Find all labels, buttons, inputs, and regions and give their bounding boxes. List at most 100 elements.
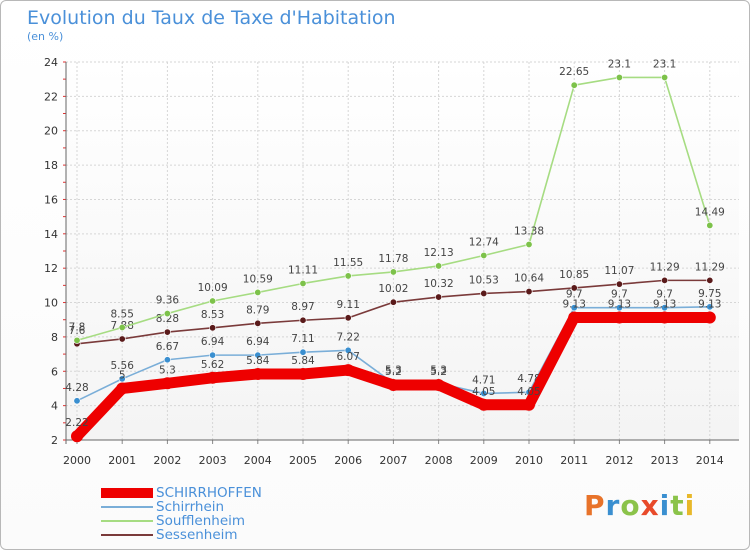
- data-point: [615, 73, 623, 81]
- data-point: [254, 351, 262, 359]
- x-tick-label: 2007: [379, 454, 407, 467]
- data-label: 8.53: [201, 309, 224, 321]
- data-label: 7.6: [69, 325, 86, 337]
- legend-label: Schirrhein: [156, 499, 225, 515]
- data-label: 6.94: [246, 336, 270, 348]
- data-label: 11.07: [604, 265, 634, 277]
- y-tick-label: 22: [44, 90, 58, 103]
- data-point: [661, 304, 669, 312]
- chart-legend: SCHIRRHOFFEN Schirrhein Soufflenheim Sessen…: [101, 486, 262, 542]
- legend-swatch: [101, 520, 153, 522]
- data-label: 8.97: [291, 301, 314, 313]
- y-tick-label: 20: [44, 125, 58, 138]
- logo-letter: t: [670, 489, 685, 522]
- data-point: [73, 397, 81, 405]
- data-label: 4.05: [517, 386, 540, 398]
- data-label: 10.02: [378, 283, 408, 295]
- data-label: 5.56: [111, 360, 135, 372]
- data-point: [209, 297, 217, 305]
- data-point: [209, 351, 217, 359]
- data-label: 11.78: [378, 253, 408, 265]
- data-point: [251, 368, 264, 381]
- data-point: [161, 377, 174, 390]
- data-point: [387, 379, 400, 392]
- x-tick-label: 2006: [334, 454, 362, 467]
- data-label: 5.3: [159, 364, 176, 376]
- data-point: [299, 348, 307, 356]
- data-point: [570, 284, 578, 292]
- data-point: [706, 221, 714, 229]
- data-label: 9.11: [337, 299, 360, 311]
- data-label: 10.59: [243, 273, 273, 285]
- data-point: [661, 276, 669, 284]
- data-point: [163, 356, 171, 364]
- data-label: 2.22: [65, 417, 88, 429]
- data-point: [344, 346, 352, 354]
- legend-item: Soufflenheim: [101, 514, 262, 528]
- data-point: [570, 81, 578, 89]
- data-label: 7.22: [337, 331, 360, 343]
- data-label: 7.11: [291, 333, 314, 345]
- data-point: [299, 316, 307, 324]
- data-point: [118, 323, 126, 331]
- data-label: 14.49: [695, 206, 725, 218]
- data-point: [480, 251, 488, 259]
- data-point: [209, 324, 217, 332]
- x-tick-label: 2013: [651, 454, 679, 467]
- x-tick-label: 2011: [560, 454, 588, 467]
- data-label: 5.84: [246, 355, 270, 367]
- data-label: 5.62: [201, 359, 224, 371]
- data-label: 11.29: [695, 261, 725, 273]
- x-tick-label: 2012: [605, 454, 633, 467]
- data-point: [615, 280, 623, 288]
- chart-title: Evolution du Taux de Taxe d'Habitation: [27, 7, 396, 29]
- y-tick-label: 8: [51, 331, 58, 344]
- data-label: 4.28: [65, 382, 88, 394]
- data-point: [435, 262, 443, 270]
- data-point: [73, 336, 81, 344]
- data-point: [661, 73, 669, 81]
- y-tick-label: 16: [44, 193, 58, 206]
- data-point: [613, 311, 626, 324]
- data-point: [116, 382, 129, 395]
- data-label: 4.05: [472, 386, 495, 398]
- data-label: 6.07: [337, 351, 360, 363]
- data-point: [525, 288, 533, 296]
- data-label: 9.13: [608, 298, 631, 310]
- data-point: [432, 379, 445, 392]
- data-point: [523, 398, 535, 411]
- data-label: 11.29: [650, 261, 680, 273]
- data-label: 4.71: [472, 374, 495, 386]
- x-tick-label: 2003: [199, 454, 227, 467]
- logo-letter: o: [620, 489, 641, 522]
- legend-item: Schirrhein: [101, 500, 262, 514]
- y-tick-label: 24: [44, 56, 58, 69]
- data-point: [254, 288, 262, 296]
- data-point: [389, 298, 397, 306]
- data-label: 12.74: [469, 236, 499, 248]
- legend-label: SCHIRRHOFFEN: [156, 485, 262, 501]
- data-point: [706, 276, 714, 284]
- data-label: 6.94: [201, 336, 225, 348]
- data-label: 7.8: [69, 321, 86, 333]
- data-label: 5.84: [291, 355, 315, 367]
- data-label: 23.1: [653, 58, 676, 70]
- data-label: 13.38: [514, 225, 544, 237]
- chart-unit: (en %): [27, 30, 64, 43]
- x-tick-label: 2009: [470, 454, 498, 467]
- data-label: 9.13: [698, 298, 721, 310]
- x-tick-label: 2008: [425, 454, 453, 467]
- data-label: 9.7: [566, 289, 583, 301]
- legend-swatch: [101, 506, 153, 508]
- x-tick-label: 2005: [289, 454, 317, 467]
- data-point: [344, 272, 352, 280]
- y-tick-label: 6: [51, 365, 58, 378]
- data-label: 22.65: [559, 66, 589, 78]
- data-label: 6.67: [156, 341, 179, 353]
- proxiti-logo: Proxiti: [584, 489, 695, 522]
- x-tick-label: 2014: [696, 454, 724, 467]
- legend-swatch: [101, 534, 153, 536]
- y-tick-label: 4: [51, 400, 58, 413]
- logo-letter: r: [605, 489, 621, 522]
